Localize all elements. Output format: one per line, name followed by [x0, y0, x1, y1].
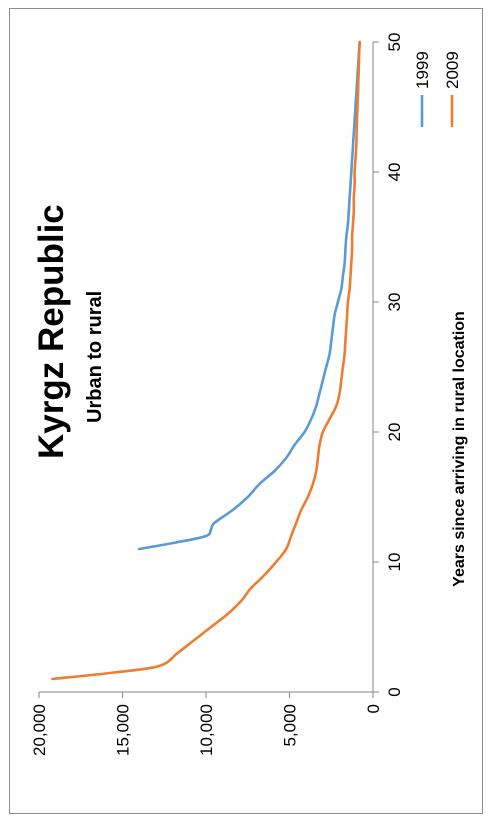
legend-label-1999: 1999 [413, 51, 432, 89]
chart-title: Kyrgz Republic [32, 204, 71, 459]
series-line-2009 [51, 40, 361, 681]
legend: 1999 2009 [413, 51, 462, 127]
y-tick-label: 20,000 [30, 704, 49, 756]
x-ticks: 0 10 20 30 40 50 [373, 33, 404, 697]
x-tick-label: 40 [385, 163, 404, 182]
y-tick-label: 15,000 [114, 704, 133, 756]
y-ticks: 0 5,000 10,000 15,000 20,000 [30, 692, 383, 756]
y-tick-label: 10,000 [197, 704, 216, 756]
x-tick-label: 10 [385, 553, 404, 572]
y-tick-label: 0 [364, 704, 383, 713]
x-tick-label: 50 [385, 33, 404, 52]
series-line-1999 [137, 40, 361, 551]
line-chart: 0 10 20 30 40 50 0 5,000 10,000 15,000 20,000 Kyr… [30, 33, 468, 756]
x-tick-label: 20 [385, 423, 404, 442]
chart-subtitle: Urban to rural [84, 291, 106, 423]
x-tick-label: 30 [385, 293, 404, 312]
chart-frame: 0 10 20 30 40 50 0 5,000 10,000 15,000 20,000 Kyr… [9, 8, 483, 814]
x-tick-label: 0 [385, 687, 404, 696]
x-axis-title: Years since arriving in rural location [451, 311, 468, 587]
plot-area: 0 10 20 30 40 50 0 5,000 10,000 15,000 20,000 [30, 33, 404, 756]
y-tick-label: 5,000 [281, 704, 300, 747]
series-lines [51, 40, 361, 681]
legend-label-2009: 2009 [443, 51, 462, 89]
